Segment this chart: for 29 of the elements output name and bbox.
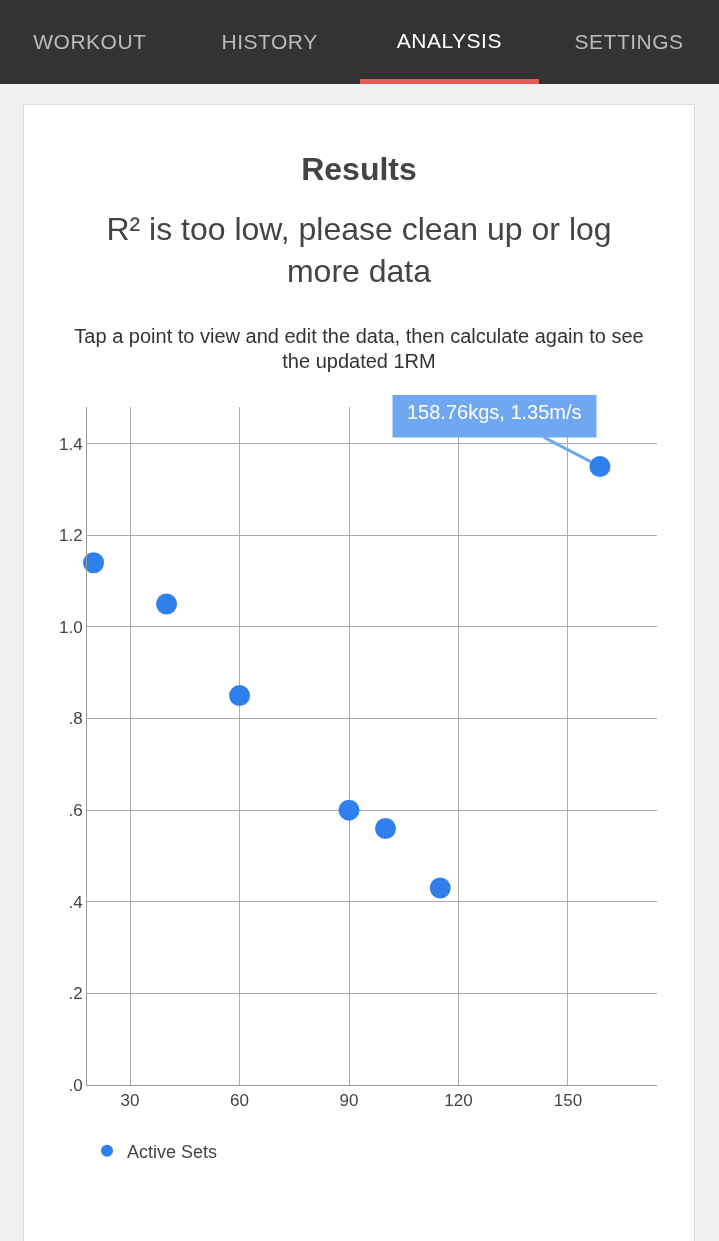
text: HISTORY bbox=[220, 29, 319, 55]
x-tick-label: 60 bbox=[230, 1091, 249, 1111]
annotation: 158.76kgs, 1.35m/s bbox=[407, 401, 582, 423]
y-tick-label: .6 bbox=[68, 801, 83, 821]
text: ANALYSIS bbox=[359, 0, 540, 84]
point bbox=[375, 817, 396, 839]
point bbox=[156, 593, 178, 615]
legend-label: Active Sets bbox=[127, 1141, 218, 1162]
x-tick-label: 150 bbox=[553, 1091, 583, 1111]
text: Tap a point to view and edit the data, then calculate again to see the updated 1RM bbox=[73, 324, 645, 374]
x-tick-label: 90 bbox=[339, 1091, 359, 1111]
text: WORKOUT bbox=[32, 29, 148, 55]
x-tick-label: 30 bbox=[120, 1091, 140, 1111]
point bbox=[83, 552, 105, 574]
text: SETTINGS bbox=[573, 29, 685, 55]
point bbox=[338, 799, 360, 821]
y-tick-label: .4 bbox=[68, 892, 83, 912]
y-tick-label: 1.0 bbox=[58, 617, 83, 637]
chart-title: Results bbox=[300, 151, 418, 188]
y-tick-label: .2 bbox=[68, 984, 83, 1004]
y-tick-label: 1.4 bbox=[58, 434, 83, 454]
point bbox=[589, 456, 611, 478]
x-tick-label: 120 bbox=[444, 1091, 473, 1111]
point bbox=[429, 877, 451, 899]
y-tick-label: .0 bbox=[68, 1075, 83, 1095]
chart-subtitle: R² is too low, please clean up or log more data bbox=[105, 210, 613, 291]
y-tick-label: .8 bbox=[68, 709, 83, 729]
y-tick-label: 1.2 bbox=[58, 526, 83, 546]
point bbox=[229, 685, 251, 707]
